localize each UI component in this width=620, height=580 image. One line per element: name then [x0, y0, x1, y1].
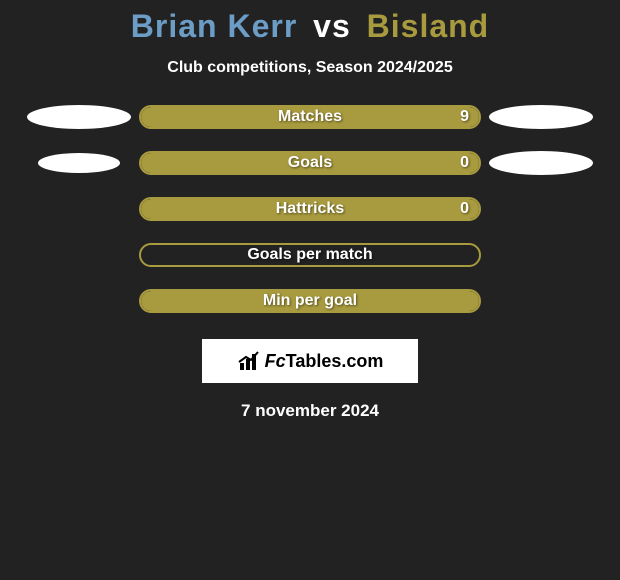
- stat-bar: Goals 0: [139, 151, 481, 175]
- stat-bar: Matches 9: [139, 105, 481, 129]
- vs-label: vs: [313, 8, 351, 44]
- fctables-logo: FcTables.com: [202, 339, 418, 383]
- stat-value: 0: [460, 200, 469, 218]
- stat-label: Matches: [278, 108, 342, 126]
- stat-label: Goals per match: [247, 246, 372, 264]
- stat-bar: Min per goal: [139, 289, 481, 313]
- stat-label: Hattricks: [276, 200, 344, 218]
- left-ellipse: [27, 105, 131, 129]
- player2-name: Bisland: [367, 8, 490, 44]
- left-ellipse: [38, 153, 120, 173]
- comparison-infographic: Brian Kerr vs Bisland Club competitions,…: [0, 0, 620, 421]
- bar-chart-icon: [237, 349, 261, 373]
- stat-row: Hattricks 0: [8, 197, 612, 221]
- date-label: 7 november 2024: [0, 401, 620, 421]
- stat-label: Goals: [288, 154, 332, 172]
- stat-bar: Hattricks 0: [139, 197, 481, 221]
- stat-bar: Goals per match: [139, 243, 481, 267]
- subtitle: Club competitions, Season 2024/2025: [0, 59, 620, 77]
- stat-row: Goals per match: [8, 243, 612, 267]
- stat-label: Min per goal: [263, 292, 357, 310]
- right-ellipse: [489, 151, 593, 175]
- logo-text: FcTables.com: [265, 351, 384, 372]
- stat-value: 9: [460, 108, 469, 126]
- stat-rows: Matches 9 Goals 0 Hattricks 0 Goals per match M…: [0, 105, 620, 313]
- player1-name: Brian Kerr: [131, 8, 298, 44]
- stat-value: 0: [460, 154, 469, 172]
- right-ellipse: [489, 105, 593, 129]
- stat-row: Goals 0: [8, 151, 612, 175]
- page-title: Brian Kerr vs Bisland: [0, 8, 620, 45]
- stat-row: Min per goal: [8, 289, 612, 313]
- stat-row: Matches 9: [8, 105, 612, 129]
